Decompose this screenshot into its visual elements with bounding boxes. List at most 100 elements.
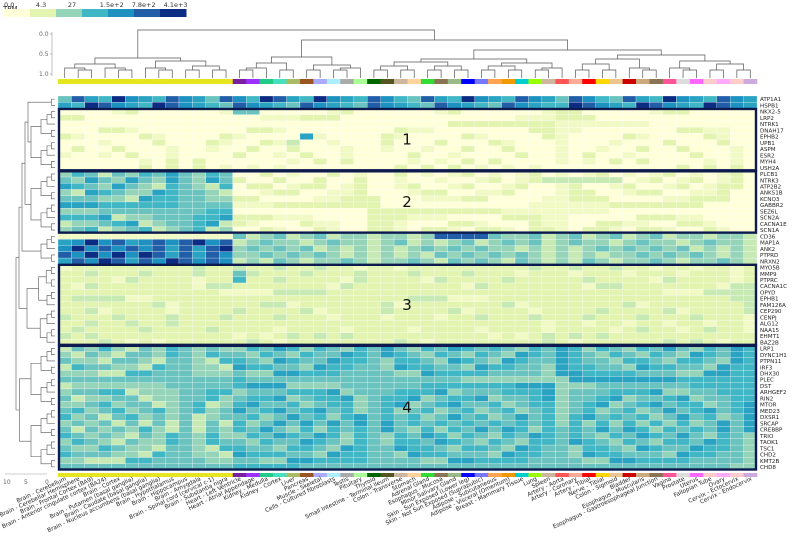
heatmap-cell [622, 363, 637, 371]
col-dendro-branch [306, 69, 321, 78]
heatmap-cell [326, 289, 341, 296]
heatmap-cell [555, 295, 569, 302]
heatmap-cell [353, 457, 368, 464]
heatmap-cell [326, 189, 341, 196]
legend-tick-label: 4.1e+3 [164, 1, 188, 9]
heatmap-cell [703, 95, 717, 103]
heatmap-cell [178, 432, 193, 439]
heatmap-cell [232, 282, 247, 290]
heatmap-cell [380, 114, 395, 122]
heatmap-cell [649, 220, 664, 228]
heatmap-cell [595, 351, 610, 358]
heatmap-cell [528, 438, 543, 446]
col-dendro-branch [212, 69, 227, 78]
heatmap-cell [635, 201, 650, 209]
heatmap-cell [380, 270, 395, 277]
row-dendro-branch [46, 351, 55, 362]
heatmap-cell [689, 195, 704, 203]
heatmap-cell [84, 189, 99, 196]
heatmap-cell [393, 320, 408, 327]
heatmap-cell [541, 301, 556, 309]
heatmap-cell [138, 257, 153, 265]
heatmap-cell [689, 176, 704, 184]
heatmap-cell [313, 388, 327, 396]
heatmap-cell [98, 201, 112, 209]
heatmap-cell [568, 382, 583, 390]
heatmap-cell [219, 301, 233, 309]
tissue-color-swatch-top [192, 79, 207, 84]
heatmap-cell [286, 314, 301, 321]
heatmap-cell [151, 158, 166, 165]
heatmap-cell [447, 363, 462, 371]
heatmap-cell [541, 289, 556, 296]
heatmap-cell [165, 114, 180, 122]
heatmap-cell [219, 189, 233, 196]
heatmap-cell [326, 245, 341, 252]
heatmap-cell [111, 432, 126, 439]
heatmap-cell [192, 320, 206, 327]
heatmap-cell [219, 457, 233, 464]
heatmap-cell [313, 382, 327, 390]
heatmap-cell [286, 120, 301, 128]
heatmap-cell [676, 401, 690, 408]
heatmap-cell [703, 301, 717, 309]
gene-label: CHD8 [760, 465, 776, 471]
heatmap-cell [367, 151, 381, 159]
heatmap-cell [582, 114, 596, 122]
heatmap-cell [461, 376, 475, 383]
tissue-color-swatch-top [178, 79, 193, 84]
heatmap-cell [461, 401, 475, 408]
heatmap-cell [259, 457, 274, 464]
heatmap-cell [568, 438, 583, 446]
heatmap-cell [340, 145, 354, 153]
heatmap-cell [272, 151, 287, 159]
heatmap-cell [178, 395, 193, 402]
heatmap-cell [259, 251, 274, 259]
heatmap-cell [232, 326, 247, 333]
heatmap-cell [676, 451, 690, 458]
heatmap-cell [447, 251, 462, 259]
heatmap-cell [367, 114, 381, 122]
heatmap-cell [716, 95, 731, 103]
heatmap-cell [111, 395, 126, 402]
tissue-color-swatch-top [555, 79, 570, 84]
heatmap-cell [125, 444, 139, 452]
heatmap-cell [272, 195, 287, 203]
heatmap-cell [98, 320, 112, 327]
heatmap-cell [488, 444, 502, 452]
heatmap-cell [71, 95, 86, 103]
heatmap-cell [528, 407, 543, 415]
heatmap-cell [649, 413, 664, 421]
heatmap-cell [514, 351, 529, 358]
heatmap-cell [461, 139, 475, 146]
heatmap-cell [703, 158, 717, 165]
heatmap-cell [272, 257, 287, 265]
heatmap-cell [420, 444, 435, 452]
heatmap-cell [272, 301, 287, 309]
heatmap-cell [595, 370, 610, 377]
heatmap-cell [434, 276, 448, 284]
heatmap-cell [98, 195, 112, 203]
heatmap-cell [313, 270, 327, 277]
heatmap-cell [138, 239, 153, 246]
heatmap-cell [461, 183, 475, 190]
row-dendro-branch [40, 150, 52, 165]
gene-label: TRIO [759, 434, 774, 440]
heatmap-cell [541, 420, 556, 427]
heatmap-cell [716, 295, 731, 302]
heatmap-cell [111, 233, 126, 240]
heatmap-cell [138, 370, 153, 377]
heatmap-cell [528, 195, 543, 203]
heatmap-cell [192, 114, 206, 122]
heatmap-cell [582, 176, 596, 184]
heatmap-cell [219, 357, 233, 365]
heatmap-cell [649, 395, 664, 402]
heatmap-cell [447, 195, 462, 203]
heatmap-cell [138, 233, 153, 240]
heatmap-cell [541, 270, 556, 277]
heatmap-cell [272, 95, 287, 103]
heatmap-cell [299, 438, 314, 446]
heatmap-cell [555, 114, 569, 122]
heatmap-cell [420, 357, 435, 365]
heatmap-cell [662, 370, 677, 377]
